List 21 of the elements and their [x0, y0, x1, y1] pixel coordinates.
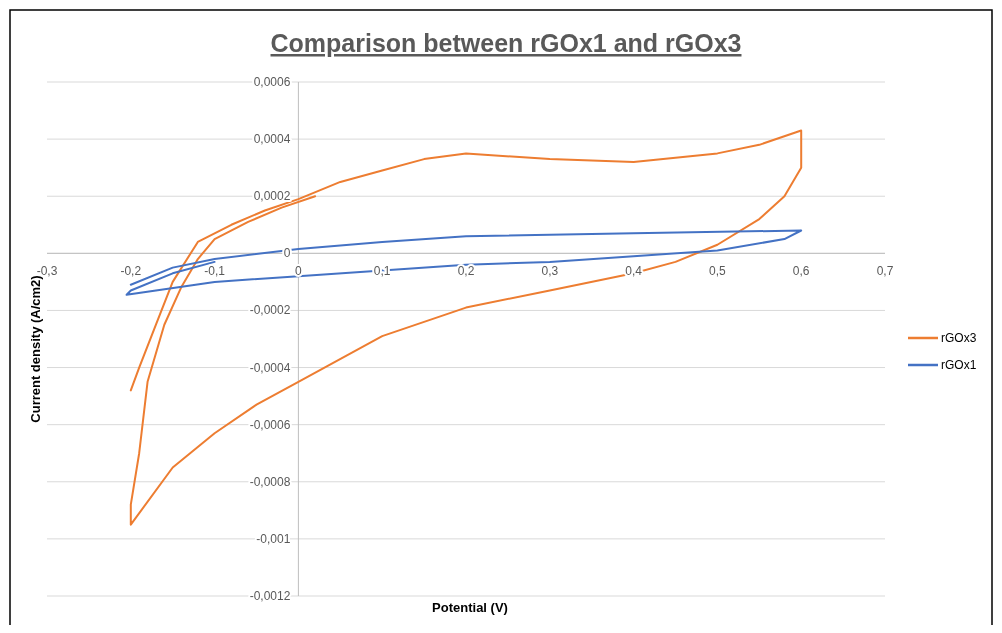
y-tick-label: 0,0004 [253, 132, 291, 147]
y-tick-label: -0,0006 [249, 417, 291, 432]
y-tick-label: -0,0004 [249, 360, 291, 375]
x-tick-label: 0,2 [457, 264, 475, 279]
x-axis-title: Potential (V) [432, 600, 508, 615]
chart-title: Comparison between rGOx1 and rGOx3 [270, 29, 742, 57]
x-tick-label: 0 [295, 264, 303, 279]
x-tick-label: -0,1 [204, 264, 226, 279]
x-tick-label: 0,6 [792, 264, 810, 279]
y-tick-label: -0,0008 [249, 474, 291, 489]
x-tick-label: 0,3 [541, 264, 559, 279]
y-tick-label: 0,0002 [253, 189, 291, 204]
y-tick-label: 0,0006 [253, 75, 291, 89]
legend-label: rGOx1 [941, 358, 977, 372]
x-tick-label: 0,7 [876, 264, 894, 279]
legend-label: rGOx3 [941, 331, 977, 345]
y-tick-label: -0,0012 [249, 589, 291, 603]
y-tick-label: -0,0002 [249, 303, 291, 318]
x-tick-label: 0,5 [709, 264, 727, 279]
x-tick-label: -0,2 [120, 264, 142, 279]
y-tick-label: -0,001 [256, 531, 291, 546]
